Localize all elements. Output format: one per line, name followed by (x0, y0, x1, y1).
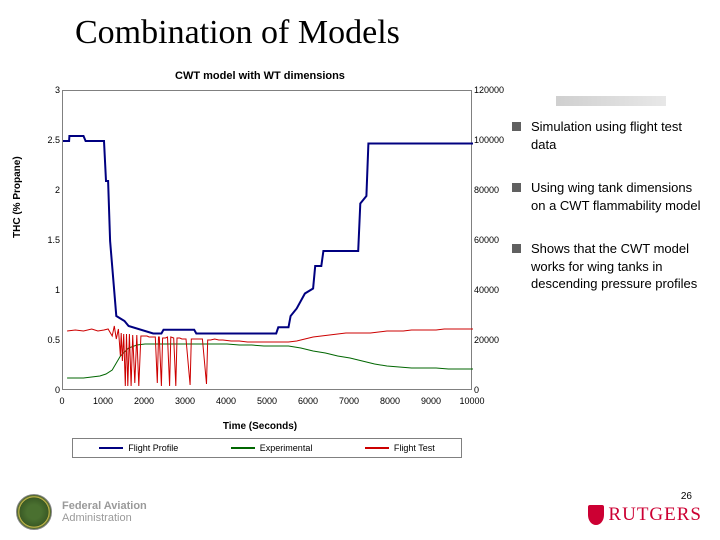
chart-legend: Flight Profile Experimental Flight Test (72, 438, 462, 458)
x-tick: 1000 (88, 396, 118, 406)
x-tick: 6000 (293, 396, 323, 406)
page-number: 26 (681, 491, 692, 502)
faa-logo-block: Federal Aviation Administration (16, 494, 147, 530)
rutgers-text: RUTGERS (608, 504, 702, 526)
faa-text: Federal Aviation Administration (62, 500, 147, 524)
bullet-text: Using wing tank dimensions on a CWT flam… (531, 179, 706, 214)
x-tick: 3000 (170, 396, 200, 406)
bullet-icon (512, 183, 521, 192)
bullet-list: Simulation using flight test data Using … (512, 118, 706, 319)
x-tick: 8000 (375, 396, 405, 406)
legend-label: Experimental (260, 443, 313, 453)
legend-item-flight-profile: Flight Profile (99, 443, 178, 453)
x-tick: 4000 (211, 396, 241, 406)
bullet-item: Using wing tank dimensions on a CWT flam… (512, 179, 706, 214)
x-tick: 5000 (252, 396, 282, 406)
y-tick-left: 0.5 (46, 335, 60, 345)
y-tick-right: 60000 (474, 235, 508, 245)
chart-container: CWT model with WT dimensions THC (% Prop… (20, 70, 500, 440)
x-tick: 10000 (457, 396, 487, 406)
y-tick-right: 80000 (474, 185, 508, 195)
x-axis-label: Time (Seconds) (20, 421, 500, 432)
bullet-icon (512, 122, 521, 131)
plot-area (62, 90, 472, 390)
page-title: Combination of Models (75, 14, 400, 52)
y-tick-left: 2.5 (46, 135, 60, 145)
chart-title: CWT model with WT dimensions (20, 70, 500, 82)
bullet-text: Shows that the CWT model works for wing … (531, 240, 706, 293)
legend-item-experimental: Experimental (231, 443, 313, 453)
y-tick-right: 40000 (474, 285, 508, 295)
bullet-item: Shows that the CWT model works for wing … (512, 240, 706, 293)
decorative-smudge (556, 96, 666, 106)
faa-seal-icon (16, 494, 52, 530)
rutgers-shield-icon (588, 505, 604, 525)
legend-item-flight-test: Flight Test (365, 443, 435, 453)
bullet-icon (512, 244, 521, 253)
x-tick: 7000 (334, 396, 364, 406)
y-tick-right: 20000 (474, 335, 508, 345)
legend-label: Flight Test (394, 443, 435, 453)
rutgers-logo: RUTGERS (588, 504, 702, 526)
bullet-item: Simulation using flight test data (512, 118, 706, 153)
y-tick-right: 0 (474, 385, 508, 395)
y-tick-left: 1 (46, 285, 60, 295)
y-tick-left: 2 (46, 185, 60, 195)
y-tick-right: 100000 (474, 135, 508, 145)
y-tick-right: 120000 (474, 85, 508, 95)
bullet-text: Simulation using flight test data (531, 118, 706, 153)
x-tick: 2000 (129, 396, 159, 406)
x-tick: 0 (47, 396, 77, 406)
y-tick-left: 0 (46, 385, 60, 395)
y-axis-left-label: THC (% Propane) (12, 156, 23, 238)
y-tick-left: 3 (46, 85, 60, 95)
y-tick-left: 1.5 (46, 235, 60, 245)
x-tick: 9000 (416, 396, 446, 406)
legend-label: Flight Profile (128, 443, 178, 453)
